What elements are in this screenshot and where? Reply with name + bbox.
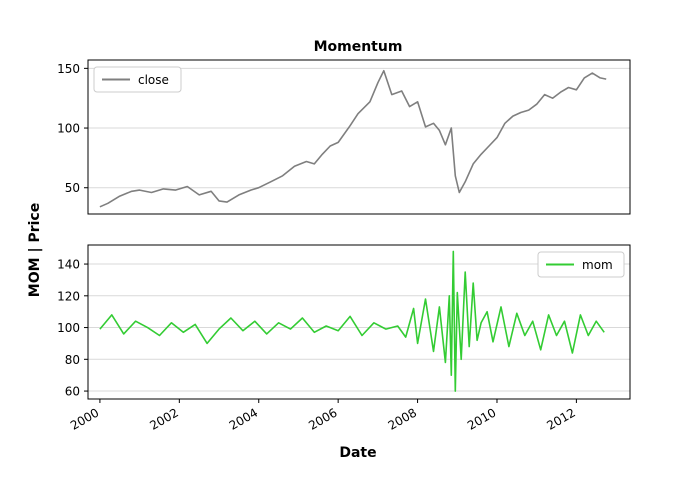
legend-label: mom <box>582 258 613 272</box>
price-panel: 50 100 150 close <box>57 59 631 215</box>
x-tick-label: 2008 <box>386 405 419 432</box>
legend: mom <box>537 251 625 278</box>
legend-label: close <box>138 73 169 87</box>
y-tick-label: 100 <box>57 122 80 136</box>
y-tick-label: 60 <box>65 385 80 399</box>
x-tick-label: 2000 <box>68 405 101 432</box>
x-tick-label: 2006 <box>306 405 339 432</box>
y-axis-label: MOM | Price <box>27 203 43 297</box>
y-tick-label: 100 <box>57 321 80 335</box>
axes-frame <box>87 59 631 215</box>
series-line-close <box>99 69 607 208</box>
x-axis-label: Date <box>339 445 376 461</box>
axes-frame <box>87 244 631 400</box>
y-tick-label: 140 <box>57 258 80 272</box>
legend-box <box>93 66 182 93</box>
y-tick-label: 50 <box>65 181 80 195</box>
y-tick-label: 150 <box>57 62 80 76</box>
y-tick-label: 80 <box>65 353 80 367</box>
momentum-panel: 60 80 100 120 140 2000 2002 2004 2006 2008 2010 201… <box>57 244 631 433</box>
x-tick-label: 2012 <box>544 405 577 432</box>
legend: close <box>93 66 182 93</box>
x-tick-label: 2010 <box>465 405 498 432</box>
legend-box <box>537 251 625 278</box>
chart-title: Momentum <box>314 39 403 55</box>
series-line-mom <box>99 250 605 392</box>
y-tick-label: 120 <box>57 289 80 303</box>
x-tick-label: 2002 <box>147 405 180 432</box>
x-tick-label: 2004 <box>227 405 260 432</box>
